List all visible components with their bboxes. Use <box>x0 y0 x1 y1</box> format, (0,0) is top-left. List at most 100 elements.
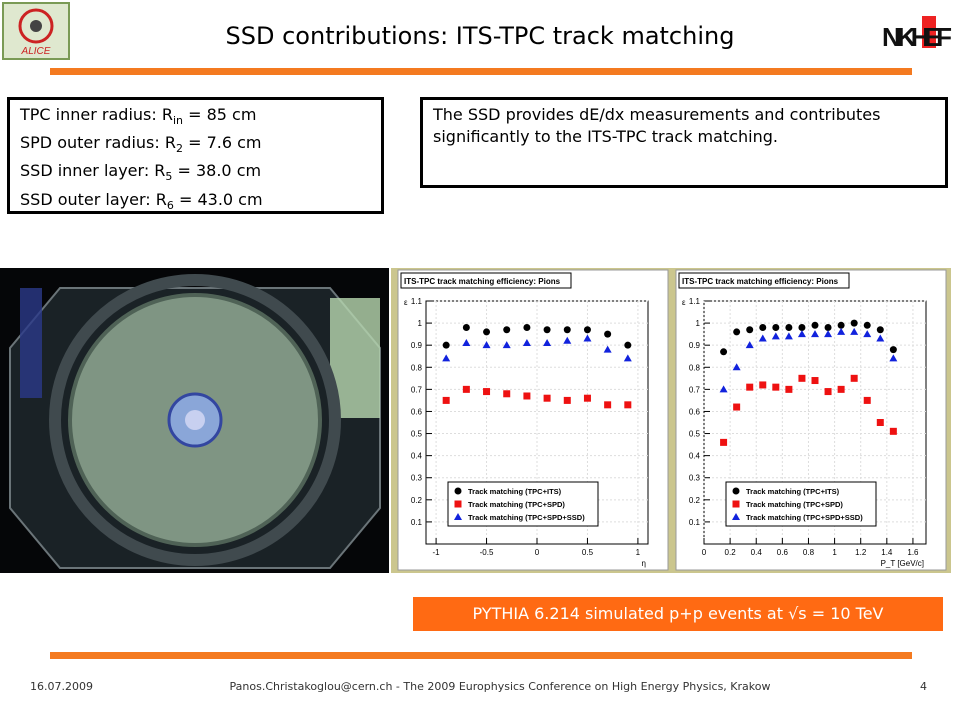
bottom-rule <box>50 652 912 659</box>
x-tick-label: 0.2 <box>725 548 737 557</box>
y-tick-label: 1.1 <box>411 297 423 306</box>
info-rest: = 85 cm <box>183 105 257 124</box>
note-box: The SSD provides dE/dx measurements and … <box>420 97 948 188</box>
legend-box <box>725 481 877 527</box>
point <box>797 330 806 338</box>
point <box>863 330 872 338</box>
point <box>732 363 741 371</box>
legend-marker <box>454 487 462 495</box>
point <box>876 326 884 334</box>
y-tick-label: 0.1 <box>689 518 701 527</box>
point <box>442 341 450 349</box>
point <box>876 334 885 342</box>
point <box>503 326 511 334</box>
footer-text: Panos.Christakoglou@cern.ch - The 2009 E… <box>229 680 771 693</box>
point <box>442 396 450 404</box>
point <box>771 332 780 340</box>
info-line: TPC inner radius: Rin = 85 cm <box>20 104 371 132</box>
point <box>543 394 551 402</box>
y-tick-label: 1 <box>696 319 701 328</box>
info-text: SPD outer radius: R <box>20 133 176 153</box>
x-axis-label: η <box>642 559 646 568</box>
legend-marker <box>732 500 740 508</box>
y-axis-label: ε <box>404 298 408 307</box>
info-rest: = 43.0 cm <box>173 189 263 209</box>
plot-title-box <box>400 272 572 289</box>
nikhef-logo: NIKHEF <box>882 16 952 52</box>
logo-text: NIKHEF <box>882 22 952 52</box>
y-tick-label: 0.9 <box>689 341 701 350</box>
y-tick-label: 0.8 <box>689 363 701 372</box>
point <box>746 326 754 334</box>
point <box>824 330 833 338</box>
point <box>563 396 571 404</box>
top-rule <box>50 68 912 75</box>
y-tick-label: 0.4 <box>689 452 701 461</box>
point <box>543 326 551 334</box>
x-tick-label: 0.6 <box>777 548 789 557</box>
point <box>583 326 591 334</box>
plot-title-box <box>678 272 850 289</box>
point <box>604 401 612 409</box>
caption: PYTHIA 6.214 simulated p+p events at √s … <box>413 597 943 631</box>
x-axis-label: P_T [GeV/c] <box>881 559 924 568</box>
slide-title: SSD contributions: ITS-TPC track matchin… <box>225 22 735 50</box>
legend-label: Track matching (TPC+SPD) <box>746 500 843 509</box>
point <box>850 319 858 327</box>
footer-page: 4 <box>920 680 927 693</box>
x-tick-label: 0 <box>535 548 540 557</box>
point <box>798 324 806 332</box>
point <box>889 354 898 362</box>
info-rest: = 7.6 cm <box>182 133 262 153</box>
legend-marker <box>454 500 462 508</box>
logo-block <box>922 16 936 48</box>
info-text: SSD inner layer: R <box>20 161 166 181</box>
point <box>733 328 741 336</box>
legend-label: Track matching (TPC+SPD+SSD) <box>468 513 585 522</box>
point <box>719 385 728 393</box>
point <box>543 338 552 346</box>
point <box>483 388 491 396</box>
y-tick-label: 0.7 <box>411 385 423 394</box>
x-tick-label: 0.8 <box>803 548 815 557</box>
y-tick-label: 0.5 <box>689 430 701 439</box>
info-line: SPD outer radius: R2 = 7.6 cm <box>20 132 371 160</box>
ring <box>49 274 341 566</box>
legend-label: Track matching (TPC+ITS) <box>468 487 562 496</box>
x-tick-label: 0.5 <box>582 548 594 557</box>
x-tick-label: 1 <box>832 548 837 557</box>
x-tick-label: 0.4 <box>751 548 763 557</box>
point <box>863 396 871 404</box>
y-tick-label: 0.9 <box>411 341 423 350</box>
point <box>720 348 728 356</box>
point <box>784 332 793 340</box>
x-tick-label: -0.5 <box>480 548 494 557</box>
x-tick-label: -1 <box>433 548 441 557</box>
point <box>583 334 592 342</box>
plot-title: ITS-TPC track matching efficiency: Pions <box>404 277 561 286</box>
y-tick-label: 0.2 <box>411 496 423 505</box>
point <box>863 321 871 329</box>
point <box>746 383 754 391</box>
legend-marker <box>454 513 462 520</box>
info-text: SSD outer layer: R <box>20 189 167 209</box>
info-sub: in <box>172 114 183 128</box>
info-sub: 5 <box>165 170 173 184</box>
point <box>462 385 470 393</box>
info-sub: 6 <box>166 198 174 212</box>
inner-core <box>185 410 205 430</box>
logo-text: ALICE <box>21 46 51 57</box>
point <box>624 401 632 409</box>
legend-label: Track matching (TPC+SPD+SSD) <box>746 513 863 522</box>
y-tick-label: 1 <box>418 319 423 328</box>
point <box>811 330 819 338</box>
info-text: TPC inner radius: R <box>20 105 173 124</box>
point <box>523 392 531 400</box>
point <box>462 324 470 332</box>
point <box>772 324 780 332</box>
y-tick-label: 0.2 <box>689 496 701 505</box>
info-sub: 2 <box>175 142 183 156</box>
point <box>502 341 511 349</box>
x-tick-label: 1 <box>636 548 641 557</box>
